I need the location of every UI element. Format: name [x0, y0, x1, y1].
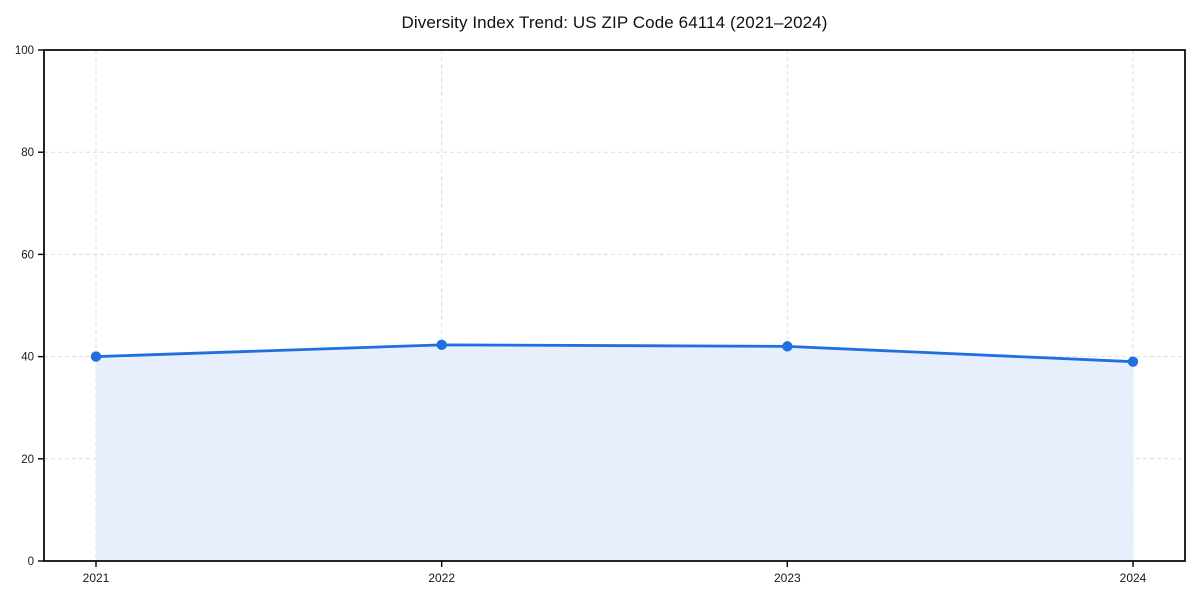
chart-title: Diversity Index Trend: US ZIP Code 64114… [401, 13, 828, 32]
trend-line [94, 343, 1135, 364]
x-tick-label: 2021 [83, 571, 110, 585]
y-tick-label: 80 [21, 147, 34, 159]
data-point-2021 [90, 351, 102, 362]
x-tick-label: 2024 [1120, 571, 1147, 585]
plot-border [43, 49, 1186, 562]
data-point-2022 [436, 339, 447, 351]
y-tick-label: 20 [21, 454, 34, 466]
area-fill [96, 344, 1133, 561]
data-point-2024 [1127, 356, 1139, 367]
x-tick-label: 2023 [774, 571, 801, 585]
y-tick-label: 0 [28, 556, 34, 568]
y-tick-label: 40 [21, 352, 34, 364]
y-tick-label: 100 [15, 45, 34, 57]
data-point-2023 [782, 341, 793, 352]
x-tick-label: 2022 [428, 571, 455, 585]
y-tick-label: 60 [21, 249, 34, 261]
